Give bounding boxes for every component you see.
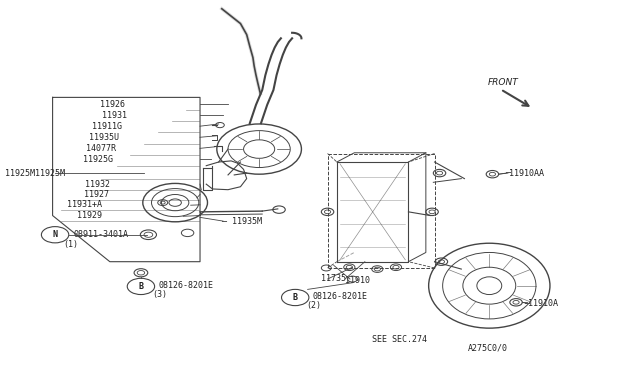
Text: 11911G: 11911G: [92, 122, 122, 131]
Text: (1): (1): [63, 240, 78, 249]
Text: 11935U: 11935U: [89, 133, 119, 142]
Text: 11926: 11926: [100, 100, 125, 109]
Text: 11910: 11910: [345, 276, 370, 285]
Text: 11910A: 11910A: [528, 299, 558, 308]
Text: 11931: 11931: [102, 110, 127, 120]
Text: 11735: 11735: [321, 274, 346, 283]
Text: —: —: [525, 299, 530, 308]
Text: —: —: [506, 169, 511, 177]
Text: 08126-8201E: 08126-8201E: [158, 281, 213, 290]
Text: (2): (2): [307, 301, 321, 311]
Text: 14077R: 14077R: [86, 144, 116, 153]
Text: FRONT: FRONT: [488, 78, 519, 87]
Bar: [328, 154, 435, 268]
Text: (3): (3): [152, 291, 167, 299]
Text: 11932: 11932: [85, 180, 110, 189]
Text: 08126-8201E: 08126-8201E: [312, 292, 367, 301]
Text: 11925M: 11925M: [35, 169, 65, 177]
Text: 11925G: 11925G: [83, 155, 113, 164]
Text: 08911-3401A: 08911-3401A: [74, 230, 129, 239]
Text: A275C0/0: A275C0/0: [468, 343, 508, 352]
Text: 11931+A: 11931+A: [67, 201, 102, 209]
Text: 11925M: 11925M: [5, 169, 35, 177]
Text: B: B: [292, 293, 298, 302]
Text: 11929: 11929: [77, 211, 102, 220]
Text: N: N: [52, 230, 58, 239]
Text: — 11935M: — 11935M: [222, 217, 262, 225]
Text: 11910AA: 11910AA: [509, 169, 544, 177]
Text: SEE SEC.274: SEE SEC.274: [372, 335, 428, 344]
Text: 11927: 11927: [84, 190, 109, 199]
Text: B: B: [138, 282, 143, 291]
